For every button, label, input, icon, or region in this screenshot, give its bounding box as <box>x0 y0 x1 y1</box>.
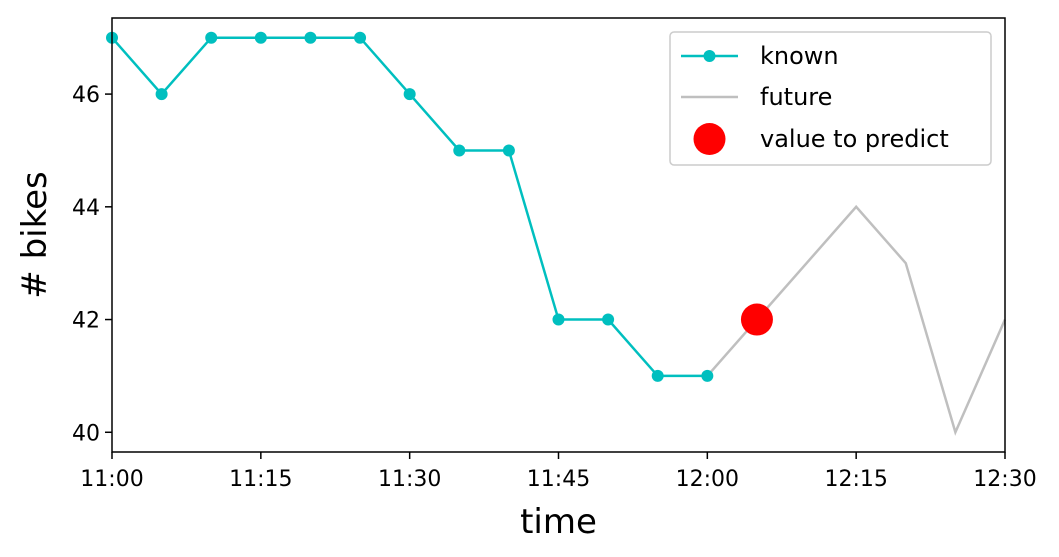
known-point <box>453 144 466 157</box>
value-to-predict-point <box>740 303 773 336</box>
x-tick-label: 12:15 <box>824 467 887 492</box>
known-point <box>354 31 367 44</box>
known-point <box>403 88 416 101</box>
known-point <box>651 369 664 382</box>
y-tick-label: 40 <box>72 421 100 446</box>
x-tick-label: 11:15 <box>229 467 292 492</box>
legend-label: future <box>760 83 832 111</box>
x-tick-label: 11:45 <box>527 467 590 492</box>
y-axis-label: # bikes <box>15 171 55 298</box>
known-point <box>502 144 515 157</box>
y-tick-label: 42 <box>72 309 100 334</box>
known-point <box>552 313 565 326</box>
legend-label: value to predict <box>760 125 949 153</box>
x-axis-label: time <box>520 502 597 542</box>
known-point <box>254 31 267 44</box>
y-tick-label: 44 <box>72 196 100 221</box>
y-axis-ticks: 40 42 44 46 <box>72 83 112 446</box>
known-series <box>106 31 714 382</box>
x-axis-ticks: 11:00 11:15 11:30 11:45 12:00 12:15 12:30 <box>80 452 1037 492</box>
x-tick-label: 12:30 <box>973 467 1036 492</box>
value-to-predict-series <box>740 303 773 336</box>
known-point <box>701 369 714 382</box>
x-tick-label: 12:00 <box>676 467 739 492</box>
known-point <box>304 31 317 44</box>
legend-entry: future <box>681 83 832 111</box>
legend-swatch-marker <box>693 123 726 155</box>
known-point <box>155 88 168 101</box>
legend-entry: known <box>681 42 839 70</box>
known-point <box>205 31 218 44</box>
legend-label: known <box>760 42 839 70</box>
legend-swatch-marker <box>703 50 716 62</box>
x-tick-label: 11:00 <box>80 467 143 492</box>
legend: known future value to predict <box>669 31 992 166</box>
known-point <box>602 313 615 326</box>
x-tick-label: 11:30 <box>378 467 441 492</box>
y-tick-label: 46 <box>72 83 100 108</box>
legend-box <box>669 31 992 166</box>
legend-entry: value to predict <box>693 123 949 155</box>
